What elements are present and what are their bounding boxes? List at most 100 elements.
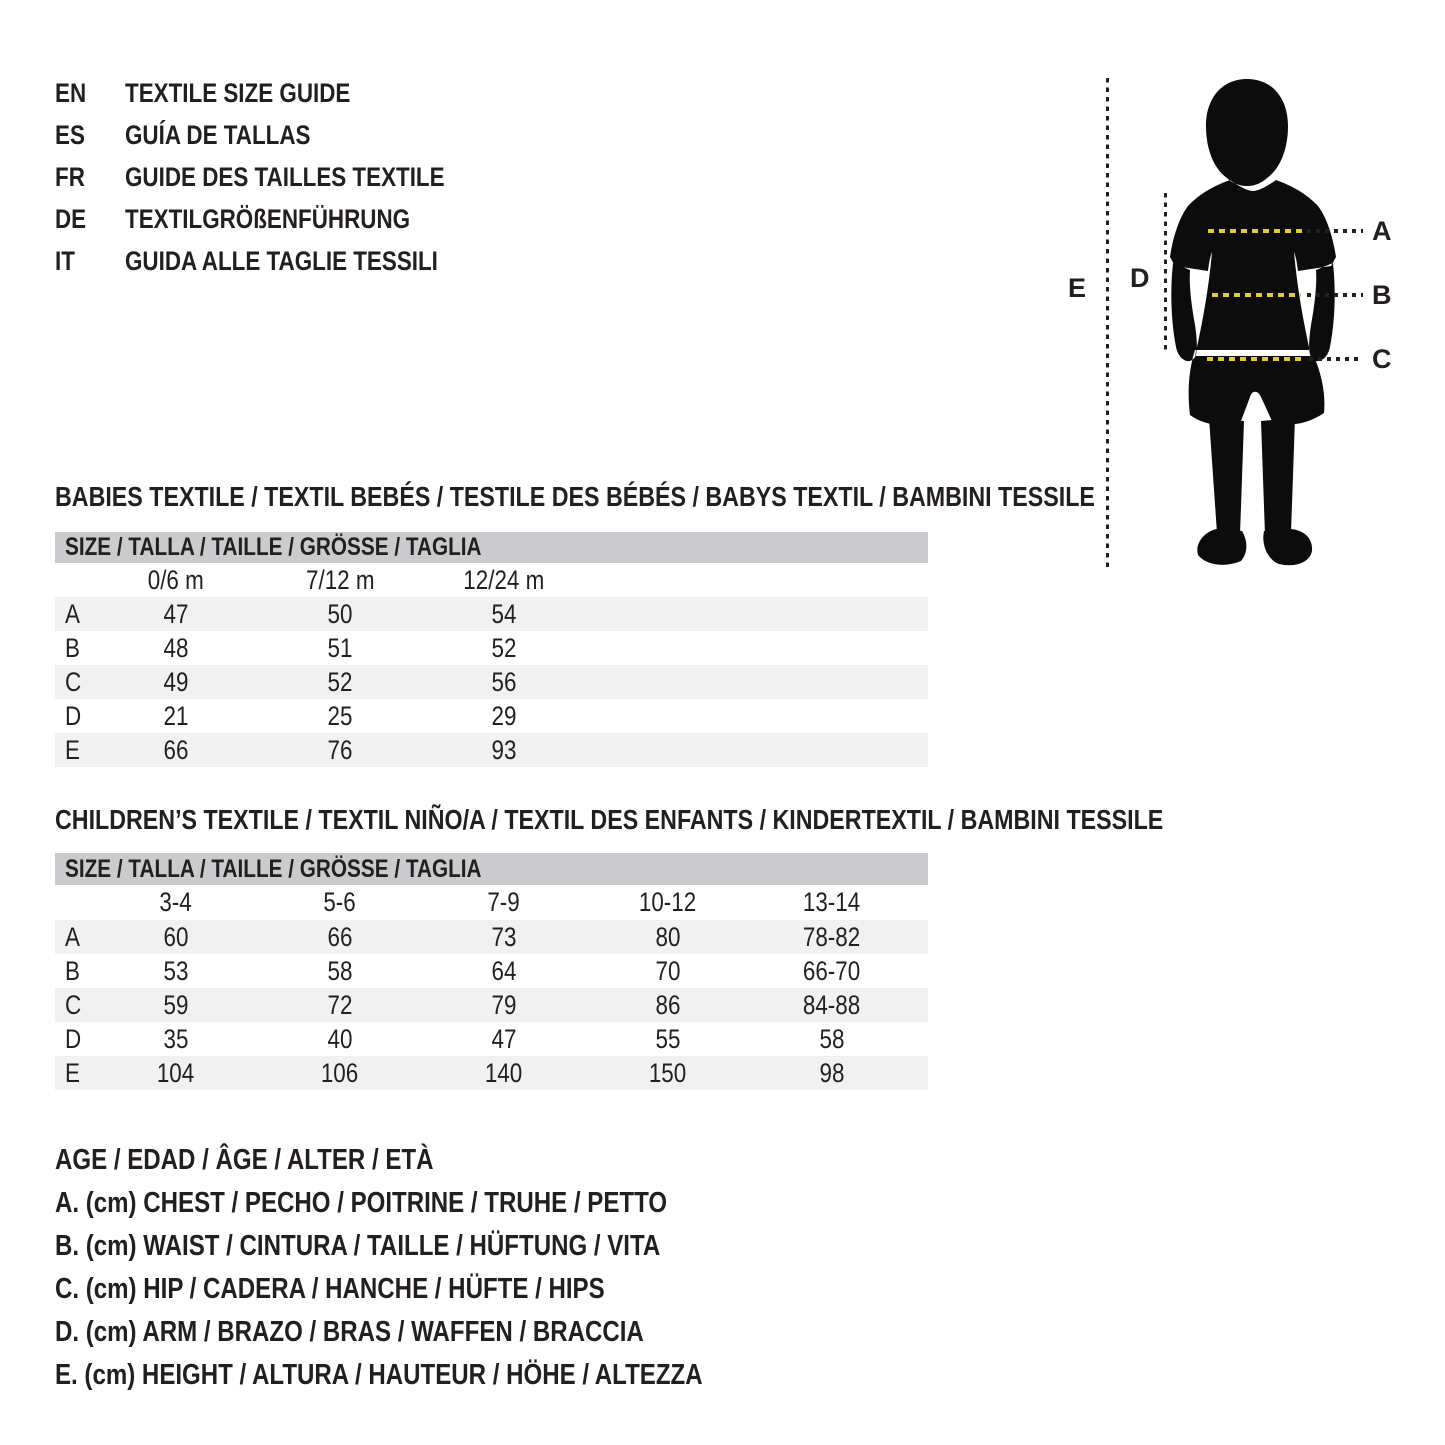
- cell: 104: [157, 1057, 195, 1088]
- cell: 60: [163, 921, 189, 952]
- chest-line-A-outer: [1307, 229, 1363, 233]
- language-title-de: TEXTILGRÖßENFÜHRUNG: [125, 203, 411, 234]
- cell: 66: [163, 734, 189, 765]
- cell: 21: [163, 700, 189, 731]
- figure-label-A: A: [1372, 216, 1392, 246]
- cell: 64: [491, 955, 517, 986]
- cell: 48: [163, 632, 189, 663]
- cell: 49: [163, 666, 189, 697]
- language-row-en: EN TEXTILE SIZE GUIDE: [55, 72, 510, 114]
- cell: 66: [327, 921, 353, 952]
- row-label: C: [65, 989, 82, 1020]
- babies-row-A: A 47 50 54: [55, 597, 928, 631]
- cell: 56: [491, 666, 517, 697]
- row-label: E: [65, 734, 80, 765]
- children-col-10-12: 10-12: [639, 887, 697, 917]
- cell: 79: [491, 989, 517, 1020]
- babies-col-7-12m: 7/12 m: [305, 564, 375, 595]
- cell: 72: [327, 989, 353, 1020]
- babies-row-E: E 66 76 93: [55, 733, 928, 767]
- legend-chest: A. (cm) CHEST / PECHO / POITRINE / TRUHE…: [55, 1187, 668, 1219]
- cell: 73: [491, 921, 517, 952]
- children-col-5-6: 5-6: [323, 887, 357, 917]
- cell: 25: [327, 700, 353, 731]
- row-label: C: [65, 666, 82, 697]
- row-label: A: [65, 921, 80, 952]
- children-col-13-14: 13-14: [803, 887, 861, 917]
- cell: 58: [327, 955, 353, 986]
- row-label: D: [65, 700, 82, 731]
- waist-line-B-inner: [1212, 293, 1301, 297]
- cell: 50: [327, 598, 353, 629]
- height-measure-line-E: [1106, 78, 1109, 572]
- babies-size-header-bar: SIZE / TALLA / TAILLE / GRÖSSE / TAGLIA: [55, 532, 928, 563]
- cell: 150: [649, 1057, 687, 1088]
- cell: 53: [163, 955, 189, 986]
- language-code-en: EN: [55, 77, 87, 108]
- cell: 55: [655, 1023, 681, 1054]
- hip-line-C-inner: [1207, 357, 1306, 361]
- children-row-A: A 60 66 73 80 78-82: [55, 920, 928, 954]
- chest-line-A-inner: [1208, 229, 1305, 233]
- language-title-fr: GUIDE DES TAILLES TEXTILE: [125, 161, 445, 192]
- children-col-7-9: 7-9: [487, 887, 521, 917]
- children-row-D: D 35 40 47 55 58: [55, 1022, 928, 1056]
- cell: 52: [491, 632, 517, 663]
- cell: 51: [327, 632, 353, 663]
- babies-row-D: D 21 25 29: [55, 699, 928, 733]
- cell: 47: [491, 1023, 517, 1054]
- cell: 140: [485, 1057, 523, 1088]
- cell: 29: [491, 700, 517, 731]
- cell: 93: [491, 734, 517, 765]
- language-title-en: TEXTILE SIZE GUIDE: [125, 77, 351, 108]
- language-row-it: IT GUIDA ALLE TAGLIE TESSILI: [55, 240, 510, 282]
- language-row-fr: FR GUIDE DES TAILLES TEXTILE: [55, 156, 510, 198]
- cell: 86: [655, 989, 681, 1020]
- babies-row-C: C 49 52 56: [55, 665, 928, 699]
- figure-label-E: E: [1068, 273, 1087, 303]
- children-size-table: SIZE / TALLA / TAILLE / GRÖSSE / TAGLIA …: [55, 853, 928, 1090]
- row-label: E: [65, 1057, 80, 1088]
- cell: 84-88: [803, 989, 861, 1020]
- cell: 40: [327, 1023, 353, 1054]
- babies-section-title: BABIES TEXTILE / TEXTIL BEBÉS / TESTILE …: [55, 481, 1095, 512]
- arm-measure-line-D: [1164, 193, 1167, 353]
- children-column-header-row: 3-4 5-6 7-9 10-12 13-14: [55, 885, 928, 920]
- legend-age: AGE / EDAD / ÂGE / ALTER / ETÀ: [55, 1144, 434, 1176]
- cell: 70: [655, 955, 681, 986]
- cell: 58: [819, 1023, 845, 1054]
- legend-hip: C. (cm) HIP / CADERA / HANCHE / HÜFTE / …: [55, 1273, 605, 1305]
- hip-line-C-outer: [1309, 357, 1363, 361]
- row-label: B: [65, 955, 80, 986]
- children-section-title: CHILDREN’S TEXTILE / TEXTIL NIÑO/A / TEX…: [55, 804, 1164, 835]
- language-row-de: DE TEXTILGRÖßENFÜHRUNG: [55, 198, 510, 240]
- figure-label-D: D: [1130, 263, 1150, 293]
- waist-line-B-outer: [1307, 293, 1363, 297]
- cell: 78-82: [803, 921, 861, 952]
- language-row-es: ES GUÍA DE TALLAS: [55, 114, 510, 156]
- language-code-es: ES: [55, 119, 85, 150]
- cell: 54: [491, 598, 517, 629]
- measurement-legend: AGE / EDAD / ÂGE / ALTER / ETÀ A. (cm) C…: [55, 1139, 835, 1397]
- cell: 106: [321, 1057, 359, 1088]
- cell: 59: [163, 989, 189, 1020]
- cell: 98: [819, 1057, 845, 1088]
- cell: 47: [163, 598, 189, 629]
- language-code-de: DE: [55, 203, 87, 234]
- children-row-B: B 53 58 64 70 66-70: [55, 954, 928, 988]
- babies-size-table: SIZE / TALLA / TAILLE / GRÖSSE / TAGLIA …: [55, 532, 928, 767]
- row-label: B: [65, 632, 80, 663]
- children-row-C: C 59 72 79 86 84-88: [55, 988, 928, 1022]
- figure-label-B: B: [1372, 280, 1392, 310]
- children-size-header-bar: SIZE / TALLA / TAILLE / GRÖSSE / TAGLIA: [55, 853, 928, 885]
- legend-waist: B. (cm) WAIST / CINTURA / TAILLE / HÜFTU…: [55, 1230, 661, 1262]
- children-col-3-4: 3-4: [159, 887, 193, 917]
- babies-col-0-6m: 0/6 m: [147, 564, 205, 595]
- cell: 52: [327, 666, 353, 697]
- legend-height: E. (cm) HEIGHT / ALTURA / HAUTEUR / HÖHE…: [55, 1359, 703, 1391]
- legend-arm: D. (cm) ARM / BRAZO / BRAS / WAFFEN / BR…: [55, 1316, 644, 1348]
- row-label: D: [65, 1023, 82, 1054]
- babies-row-B: B 48 51 52: [55, 631, 928, 665]
- language-code-it: IT: [55, 245, 75, 276]
